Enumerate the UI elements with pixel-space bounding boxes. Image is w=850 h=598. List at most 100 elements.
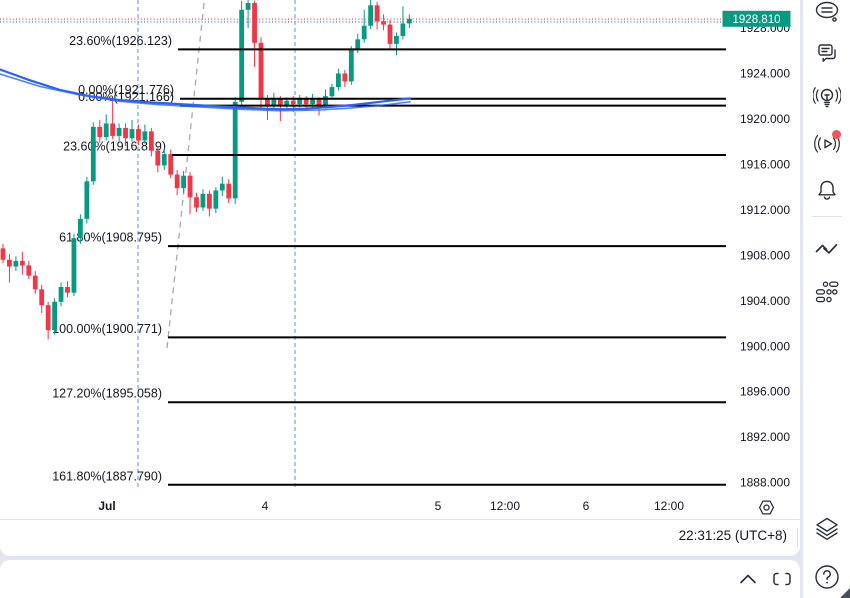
minds-cloud-icon xyxy=(815,1,839,22)
chat-button[interactable] xyxy=(808,36,846,72)
fullscreen-icon xyxy=(773,572,791,586)
candle-body xyxy=(381,21,386,25)
time-tick-label: 12:00 xyxy=(489,499,521,513)
help-button[interactable] xyxy=(808,559,846,595)
trendline-group xyxy=(166,0,206,349)
candle-body xyxy=(97,126,103,138)
candle-body xyxy=(284,100,290,106)
candle-body xyxy=(7,259,12,267)
time-tick-label: 6 xyxy=(582,499,590,513)
trades-button[interactable] xyxy=(808,231,846,267)
candle-body xyxy=(219,183,225,191)
time-axis-settings-button[interactable] xyxy=(756,497,776,517)
status-row: 22:31:25 (UTC+8) xyxy=(0,519,800,556)
price-tick-label: 1912.000 xyxy=(740,203,790,217)
time-axis[interactable]: Jul 4 5 12:00 6 12:00 xyxy=(0,494,800,519)
minds-button[interactable] xyxy=(808,0,846,32)
clock-timezone-button[interactable]: 22:31:25 (UTC+8) xyxy=(678,528,787,543)
fib-label: 0.00%(1921.776) xyxy=(78,83,174,97)
candle-body xyxy=(148,131,154,151)
time-tick-label: 5 xyxy=(434,499,442,513)
price-tick-label: 1920.000 xyxy=(740,112,790,126)
candle-body xyxy=(136,129,141,141)
candle-body xyxy=(39,289,45,306)
fib-label: 61.80%(1908.795) xyxy=(59,231,162,245)
candle-body xyxy=(310,99,315,105)
session-vlines xyxy=(137,0,296,488)
candle-body xyxy=(277,99,283,106)
object-tree-button[interactable] xyxy=(808,512,846,548)
price-tick-label: 1904.000 xyxy=(740,294,790,308)
live-streams-button[interactable] xyxy=(808,126,846,162)
fib-lines xyxy=(168,48,726,486)
resize-corner-handle[interactable] xyxy=(840,588,850,598)
last-price-value: 1928.810 xyxy=(733,14,781,26)
candle-body xyxy=(232,101,238,199)
candle-body xyxy=(361,25,367,40)
time-tick-label: Jul xyxy=(98,499,116,513)
candle-body xyxy=(226,183,232,199)
candle-body xyxy=(207,193,212,209)
notification-dot xyxy=(832,130,841,139)
hexagon-settings-icon xyxy=(758,499,774,515)
candle-body xyxy=(103,123,109,138)
candle-body xyxy=(110,123,116,136)
candle-body xyxy=(13,260,19,267)
candle-body xyxy=(239,9,245,102)
trendline[interactable] xyxy=(166,0,206,349)
candle-body xyxy=(78,218,83,239)
fib-labels: 23.60%(1926.123) 0.00%(1921.776)0.00%(192… xyxy=(52,34,174,483)
ideas-button[interactable] xyxy=(808,80,846,116)
candle-body xyxy=(394,35,399,44)
candle-body xyxy=(181,175,186,189)
candle-body xyxy=(323,96,328,106)
fib-label: 23.60%(1916.819) xyxy=(63,140,166,154)
idea-broadcast-icon xyxy=(813,87,841,108)
candle-body xyxy=(161,154,167,166)
price-tick-label: 1916.000 xyxy=(740,158,790,172)
candle-body xyxy=(71,238,77,293)
candle-body xyxy=(374,5,380,22)
price-tick-label: 1892.000 xyxy=(740,430,790,444)
price-axis[interactable]: 1928.0001924.0001920.0001916.0001912.000… xyxy=(740,21,790,489)
fib-label: 127.20%(1895.058) xyxy=(52,387,162,401)
candle-body xyxy=(123,127,128,139)
candle-body xyxy=(265,99,270,106)
candle-body xyxy=(303,98,309,105)
help-icon xyxy=(815,565,839,589)
candle-body xyxy=(387,24,393,44)
candle-body xyxy=(329,87,335,97)
widgets-grid-icon xyxy=(815,281,839,303)
candle-body xyxy=(65,287,70,293)
bottom-toolbar xyxy=(0,560,800,598)
status-divider xyxy=(797,528,798,548)
candle-body xyxy=(336,73,341,88)
right-sidebar xyxy=(803,0,850,598)
candle-body xyxy=(174,174,180,189)
fib-label: 100.00%(1900.771) xyxy=(52,322,162,336)
price-chart-canvas[interactable]: 23.60%(1926.123) 0.00%(1921.776)0.00%(192… xyxy=(0,0,800,494)
candle-body xyxy=(0,248,6,260)
candle-body xyxy=(355,39,361,49)
price-tick-label: 1900.000 xyxy=(740,339,790,353)
sidebar-divider xyxy=(812,216,842,217)
candle-body xyxy=(290,100,296,105)
ma1-line[interactable] xyxy=(0,68,412,111)
candles xyxy=(0,0,412,340)
chevron-up-icon xyxy=(740,574,756,584)
candle-body xyxy=(129,129,135,139)
candle-body xyxy=(84,181,90,219)
layers-icon xyxy=(816,517,838,540)
candle-body xyxy=(258,42,264,100)
candle-body xyxy=(168,154,174,175)
alerts-button[interactable] xyxy=(808,173,846,209)
candle-body xyxy=(348,48,354,82)
last-price-badge: 1928.810 xyxy=(722,10,791,27)
collapse-panel-button[interactable] xyxy=(735,566,761,592)
fullscreen-button[interactable] xyxy=(769,566,795,592)
candle-body xyxy=(52,301,57,331)
fib-label: 161.80%(1887.790) xyxy=(52,469,162,483)
candle-body xyxy=(316,99,322,106)
candle-body xyxy=(58,287,64,302)
widgets-button[interactable] xyxy=(808,275,846,311)
